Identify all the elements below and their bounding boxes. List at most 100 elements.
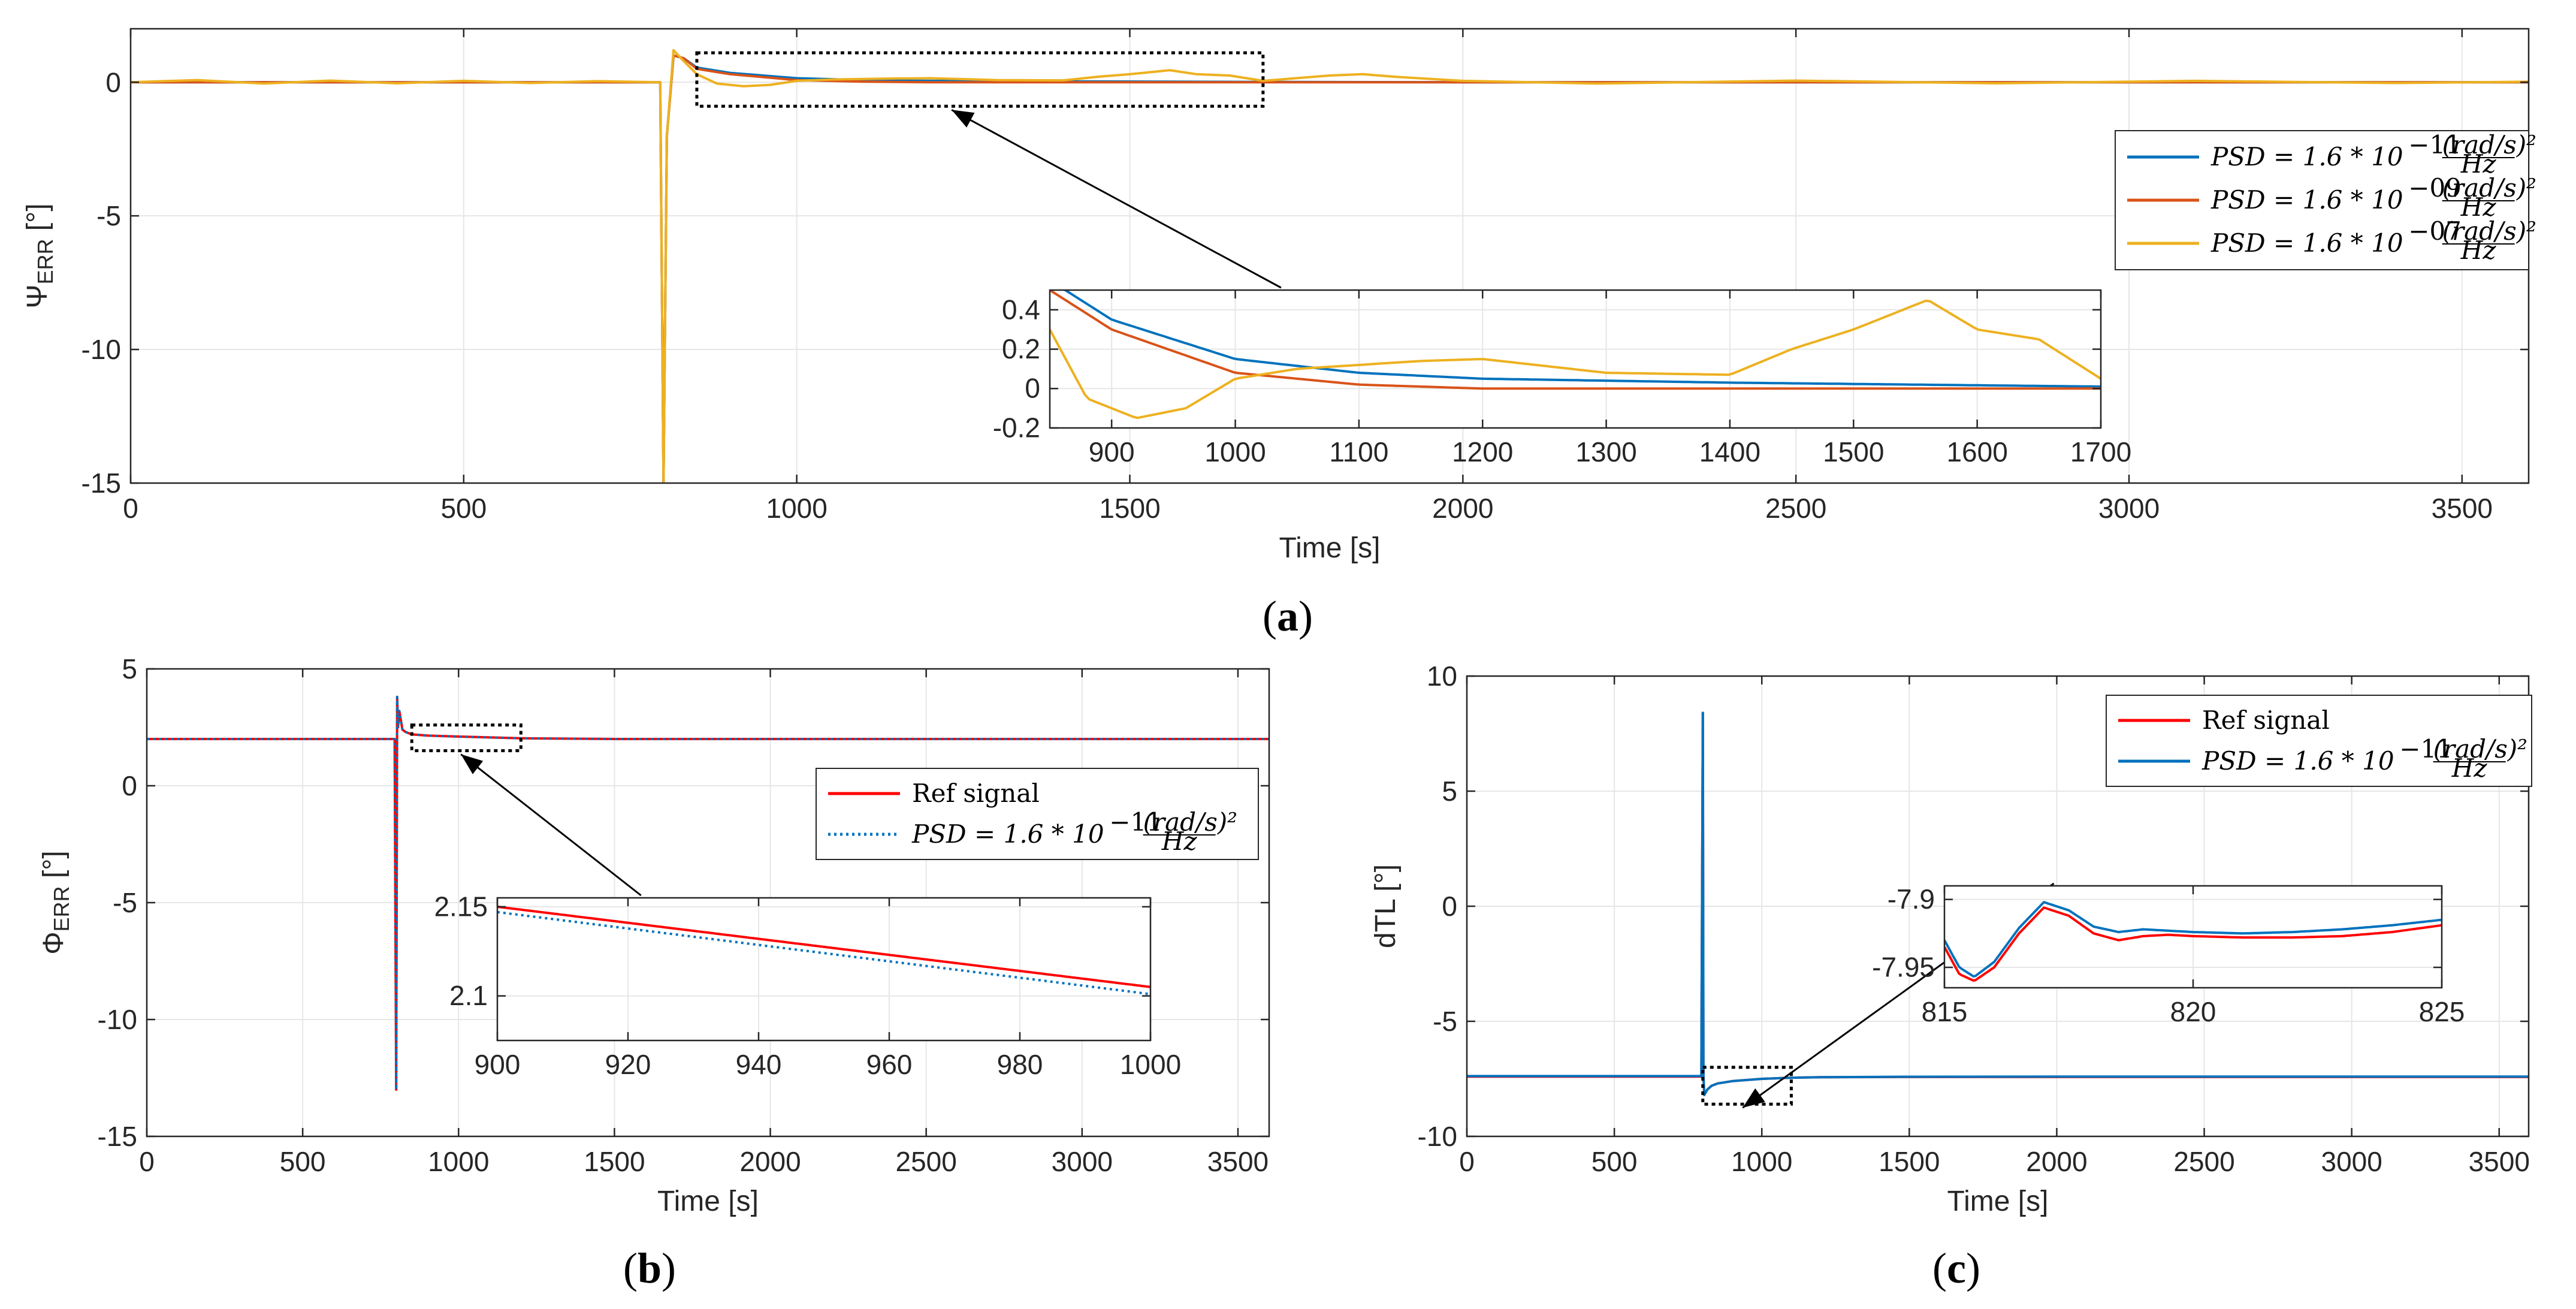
- y-tick-label: -7.95: [1872, 951, 1935, 982]
- x-tick-label: 0: [1459, 1146, 1475, 1177]
- x-tick-label: 1500: [1823, 436, 1884, 468]
- x-tick-label: 3500: [2469, 1146, 2530, 1177]
- panel-labels: (a) (b) (c): [623, 592, 1980, 1292]
- plot-area: [497, 898, 1150, 1040]
- x-tick-label: 3000: [2321, 1146, 2382, 1177]
- x-tick-label: 1600: [1946, 436, 2007, 468]
- x-tick-label: 3000: [2098, 493, 2160, 524]
- x-tick-label: 1000: [1731, 1146, 1792, 1177]
- x-tick-label: 900: [475, 1049, 521, 1080]
- y-tick-label: 2.1: [449, 980, 488, 1011]
- y-tick-label: 0: [122, 770, 137, 801]
- legend-label: PSD = 1.6 * 10: [2210, 185, 2403, 215]
- series-line: [1467, 711, 2529, 1096]
- series-group: [147, 695, 1269, 1091]
- legend-fraction-num: (rad/s)²: [2442, 216, 2536, 246]
- legend-fraction-num: (rad/s)²: [1143, 807, 1237, 837]
- y-tick-label: -15: [98, 1121, 137, 1152]
- x-tick-label: 0: [139, 1146, 155, 1177]
- x-tick-label: 3000: [1052, 1146, 1113, 1177]
- x-tick-label: 2000: [1432, 493, 1493, 524]
- x-tick-label: 940: [736, 1049, 782, 1080]
- zoom-region-box: [1701, 1066, 1793, 1106]
- legend-fraction-num: (rad/s)²: [2442, 130, 2536, 159]
- legend-box: [816, 768, 1259, 860]
- panel-label-b: (b): [623, 1244, 676, 1292]
- zoom-arrow-head: [952, 110, 975, 128]
- zoom-region-box: [695, 51, 1265, 108]
- series-line: [1944, 906, 2442, 982]
- zoom-arrow-head: [1743, 1088, 1765, 1108]
- x-tick-label: 1100: [1329, 436, 1388, 468]
- series-line: [131, 49, 2529, 483]
- legend-fraction-den: Hz: [2460, 149, 2497, 179]
- x-tick-label: 3500: [2432, 493, 2493, 524]
- x-tick-label: 825: [2419, 996, 2465, 1027]
- y-tick-label: 2.15: [434, 891, 488, 922]
- axes-frame: [1943, 885, 2443, 989]
- series-line: [1050, 299, 2101, 420]
- x-tick-label: 2500: [896, 1146, 957, 1177]
- axes-frame: [496, 897, 1152, 1042]
- inset-series-group: [497, 905, 1150, 996]
- axes-frame: [1049, 289, 2102, 429]
- legend-box: [2106, 695, 2532, 787]
- inset-series-group: [1944, 901, 2442, 982]
- panel-label-c: (c): [1932, 1244, 1980, 1292]
- zoom-arrow: [951, 108, 1282, 289]
- x-tick-label: 820: [2170, 996, 2216, 1027]
- y-tick-label: -5: [1433, 1006, 1457, 1037]
- y-tick-label: 0: [1025, 373, 1040, 404]
- legend-exponent: −11: [2399, 734, 2453, 764]
- chart-panel-b: 0 500 1000 1500 2000 2500 3000 3500 -15 -10 -5 0 5 Ti…: [38, 653, 1270, 1217]
- x-tick-label: 1500: [1879, 1146, 1940, 1177]
- series-line: [1050, 290, 2101, 390]
- y-tick-label: -5: [113, 887, 137, 918]
- chart-panel-c: 0 500 1000 1500 2000 2500 3000 3500 -10 -5 0 5 10 Tim…: [1370, 660, 2532, 1217]
- zoom-arrow: [460, 753, 642, 897]
- x-tick-label: 2000: [739, 1146, 801, 1177]
- x-axis-label: Time [s]: [657, 1186, 759, 1217]
- axes-frame: [146, 668, 1270, 1138]
- y-axis-label: dTL [°]: [1370, 864, 1402, 948]
- x-tick-label: 0: [123, 493, 138, 524]
- y-tick-label: 10: [1427, 660, 1457, 692]
- legend-label: Ref signal: [912, 779, 1040, 808]
- x-tick-label: 1000: [428, 1146, 489, 1177]
- legend-label: PSD = 1.6 * 10: [2210, 228, 2403, 258]
- y-tick-label: 0.4: [1002, 294, 1040, 325]
- y-tick-label: 5: [1442, 776, 1457, 807]
- legend-fraction-den: Hz: [2451, 753, 2488, 783]
- series-line: [497, 910, 1150, 996]
- x-tick-label: 1400: [1699, 436, 1760, 468]
- legend-fraction-num: (rad/s)²: [2442, 173, 2536, 203]
- legend-exponent: −11: [2408, 130, 2462, 159]
- legend-label: PSD = 1.6 * 10: [2201, 746, 2394, 776]
- y-tick-label: -0.2: [993, 412, 1040, 443]
- x-tick-label: 500: [440, 493, 487, 524]
- series-line: [497, 905, 1150, 988]
- y-tick-label: -5: [96, 200, 121, 231]
- x-tick-label: 1300: [1575, 436, 1636, 468]
- x-tick-label: 500: [1591, 1146, 1638, 1177]
- x-tick-label: 1000: [766, 493, 827, 524]
- legend-fraction-den: Hz: [2460, 192, 2497, 222]
- y-tick-label: 0.2: [1002, 333, 1040, 364]
- x-tick-label: 1500: [584, 1146, 645, 1177]
- series-group: [131, 49, 2529, 483]
- zoom-region-box: [410, 723, 523, 752]
- x-tick-label: 1000: [1204, 436, 1266, 468]
- x-tick-label: 960: [866, 1049, 913, 1080]
- x-tick-label: 1500: [1099, 493, 1160, 524]
- x-tick-label: 920: [605, 1049, 651, 1080]
- panel-label-a: (a): [1263, 592, 1313, 640]
- x-tick-label: 900: [1089, 436, 1135, 468]
- legend-exponent: −07: [2408, 216, 2462, 246]
- axes-frame: [1466, 675, 2530, 1138]
- legend-label: PSD = 1.6 * 10: [911, 819, 1104, 849]
- x-tick-label: 2500: [2173, 1146, 2234, 1177]
- legend-fraction-num: (rad/s)²: [2433, 734, 2527, 764]
- x-tick-label: 980: [997, 1049, 1043, 1080]
- legend-exponent: −11: [1109, 807, 1162, 837]
- legend-fraction-den: Hz: [1161, 827, 1198, 856]
